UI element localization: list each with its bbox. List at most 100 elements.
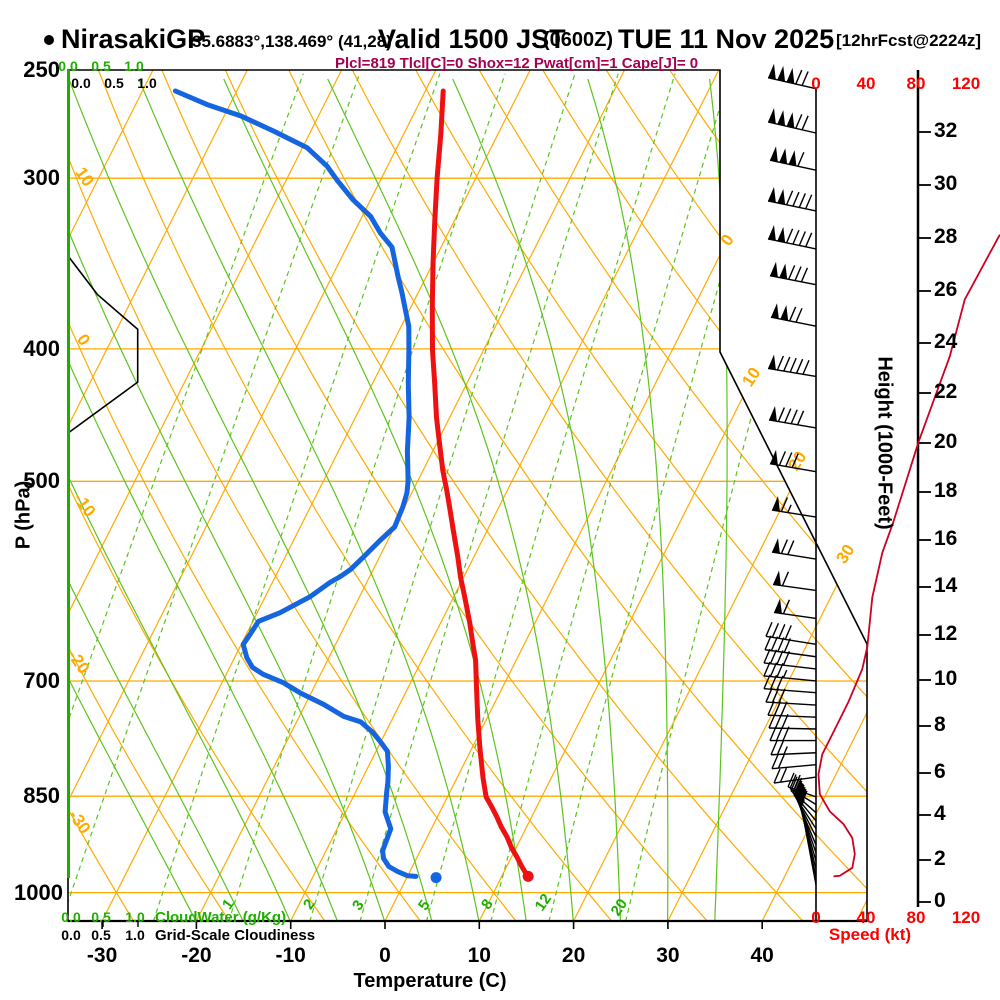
height-tick-label: 20: [934, 430, 958, 453]
wind-barb: [800, 790, 817, 885]
height-tick-label: 14: [934, 574, 958, 597]
mixing-ratio-line: [490, 73, 731, 921]
moist-adiabat-line: [68, 78, 386, 921]
moist-adiabat-line: [138, 78, 480, 921]
wind-barb: [767, 63, 817, 90]
wind-barb: [770, 740, 817, 756]
wind-barb: [765, 621, 817, 645]
temperature-tick-label: -10: [275, 944, 306, 967]
cloudwater-scale-title: CloudWater (g/Kg): [155, 909, 287, 926]
isotherm-label: 10: [738, 364, 764, 390]
gridscale-scale-top-value: 0.5: [104, 75, 124, 91]
mixing-ratio-line: [359, 73, 619, 921]
cloudwater-scale-top-value: 0.0: [58, 58, 78, 74]
mixing-ratio-line: [309, 73, 576, 921]
mixing-ratio-label: 12: [532, 891, 555, 914]
moist-adiabat-line: [223, 78, 527, 921]
isotherm-line: [667, 70, 867, 921]
pressure-tick-label: 500: [23, 468, 60, 494]
wind-barb: [769, 261, 817, 286]
moist-adiabat-line: [452, 78, 622, 921]
wind-barb: [763, 661, 817, 682]
isotherm-line: [68, 70, 154, 921]
surface-dewpoint-dot: [430, 872, 442, 884]
cloudwater-scale-top-value: 0.5: [91, 58, 111, 74]
moist-adiabat-line: [68, 78, 244, 921]
plot-frame: [67, 69, 868, 922]
wind-barb: [771, 496, 817, 518]
dry-adiabat-line: [478, 70, 867, 921]
mixing-ratio-line: [425, 73, 676, 921]
mixing-ratio-label: 3: [349, 897, 368, 914]
isotherm-line: [68, 70, 248, 921]
height-tick-label: 16: [934, 527, 958, 550]
dry-adiabat-line: [224, 70, 804, 921]
moist-adiabat-line: [68, 78, 339, 921]
dry-adiabat-line: [796, 70, 867, 921]
pressure-tick-label: 850: [23, 783, 60, 809]
height-tick-label: 32: [934, 119, 958, 142]
moist-adiabat-line: [68, 78, 291, 921]
mixing-ratio-line: [68, 73, 361, 921]
surface-temperature-dot: [522, 870, 534, 882]
moist-adiabat-line: [68, 78, 197, 921]
temperature-tick-label: 20: [561, 944, 586, 967]
height-axis-title: Height (1000-Feet): [873, 356, 896, 530]
wind-barb: [763, 648, 817, 670]
gridscale-cloudiness-title: Grid-Scale Cloudiness: [155, 927, 316, 944]
speed-tick-label-top: 80: [906, 74, 926, 93]
grid-scale-cloudiness-curve: [68, 255, 139, 434]
wind-barb: [767, 224, 817, 250]
valid-time-utc: (0600Z): [543, 29, 614, 51]
wind-barb: [770, 303, 817, 327]
wind-barb: [769, 449, 817, 473]
wind-barb: [773, 598, 817, 620]
mixing-ratio-line: [68, 73, 304, 921]
height-tick-label: 6: [934, 760, 946, 783]
gridscale-scale-bottom-value: 0.5: [91, 927, 111, 943]
mixing-ratio-line: [152, 73, 441, 921]
height-tick-label: 18: [934, 479, 958, 502]
dry-adiabat-line: [415, 70, 867, 921]
isotherm-line: [101, 70, 531, 921]
dry-adiabat-line: [68, 70, 326, 921]
gridscale-scale-top-value: 0.0: [71, 75, 91, 91]
gridscale-scale-bottom-value: 0.0: [61, 927, 81, 943]
height-tick-label: 26: [934, 278, 958, 301]
isotherm-line: [195, 70, 626, 921]
isotherm-line: [573, 70, 867, 921]
height-tick-label: 22: [934, 380, 958, 403]
wind-barb: [764, 635, 817, 658]
temperature-tick-label: 30: [656, 944, 680, 967]
speed-tick-label-top: 120: [951, 74, 981, 93]
wind-barb: [769, 146, 817, 171]
forecast-run-info: [12hrFcst@2224z]: [836, 31, 982, 50]
speed-tick-label-top: 40: [856, 74, 876, 93]
dry-adiabat-line: [351, 70, 867, 921]
dry-adiabat-label: 10: [71, 164, 97, 190]
height-tick-label: 4: [934, 802, 946, 825]
temperature-tick-label: 10: [467, 944, 491, 967]
isotherm-line: [68, 70, 343, 921]
wind-barb: [771, 538, 817, 560]
wind-barb: [768, 405, 817, 429]
wind-barb: [767, 354, 817, 378]
pressure-tick-label: 1000: [14, 879, 63, 905]
dry-adiabat-line: [68, 70, 422, 921]
pressure-tick-label: 400: [23, 335, 60, 361]
dewpoint-curve: [172, 88, 419, 879]
pressure-tick-label: 700: [23, 667, 60, 693]
isotherm-line: [761, 70, 867, 921]
wind-barb: [767, 107, 817, 134]
height-tick-label: 24: [934, 330, 958, 353]
station-dot-icon: [44, 35, 54, 45]
speed-axis-title: Speed (kt): [828, 925, 912, 944]
height-tick-label: 2: [934, 847, 946, 870]
dry-adiabat-line: [97, 70, 613, 921]
dry-adiabat-line: [68, 70, 517, 921]
station-coordinates: 35.6883°,138.469° (41,28): [192, 32, 392, 51]
temperature-curve: [429, 88, 531, 879]
mixing-ratio-label: 5: [415, 897, 434, 914]
dry-adiabat-label: -10: [70, 489, 100, 520]
